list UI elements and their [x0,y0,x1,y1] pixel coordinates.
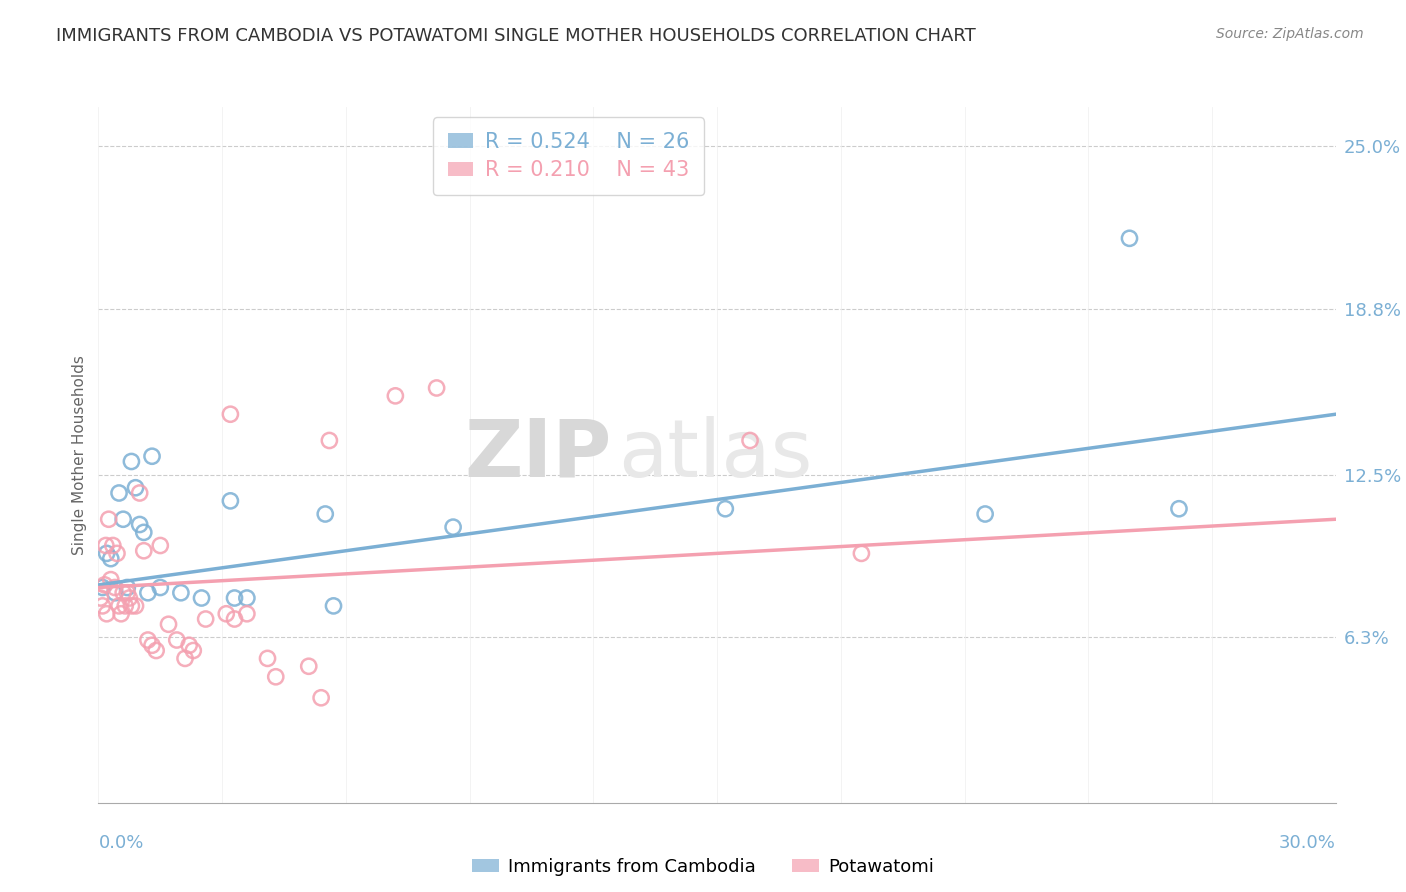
Point [89,591,111,605]
Text: 30.0%: 30.0% [1279,834,1336,852]
Point [194,612,217,626]
Point [128,486,150,500]
Point [174,651,197,665]
Point [441,520,464,534]
Point [101,539,124,553]
Point [145,643,167,657]
Point [96,607,118,621]
Point [256,651,278,665]
Point [100,573,122,587]
Point [974,507,997,521]
Point [157,617,180,632]
Point [132,543,155,558]
Point [100,551,122,566]
Text: ZIP: ZIP [464,416,612,494]
Point [179,638,201,652]
Point [1118,231,1140,245]
Point [215,607,238,621]
Point [94,539,117,553]
Point [166,633,188,648]
Point [318,434,340,448]
Point [105,546,128,560]
Point [309,690,332,705]
Legend: R = 0.524    N = 26, R = 0.210    N = 43: R = 0.524 N = 26, R = 0.210 N = 43 [433,118,704,195]
Point [104,586,127,600]
Point [322,599,344,613]
Point [114,599,136,613]
Point [91,581,114,595]
Y-axis label: Single Mother Households: Single Mother Households [72,355,87,555]
Point [110,607,132,621]
Point [264,670,287,684]
Legend: Immigrants from Cambodia, Potawatomi: Immigrants from Cambodia, Potawatomi [465,851,941,883]
Point [149,539,172,553]
Point [117,581,139,595]
Point [128,517,150,532]
Point [112,586,135,600]
Point [108,486,131,500]
Point [104,581,127,595]
Point [1168,501,1191,516]
Point [136,633,159,648]
Text: IMMIGRANTS FROM CAMBODIA VS POTAWATOMI SINGLE MOTHER HOUSEHOLDS CORRELATION CHAR: IMMIGRANTS FROM CAMBODIA VS POTAWATOMI S… [56,27,976,45]
Point [136,586,159,600]
Point [170,586,193,600]
Point [118,591,141,605]
Point [851,546,873,560]
Point [224,612,246,626]
Text: 0.0%: 0.0% [98,834,143,852]
Point [117,586,139,600]
Point [219,407,242,421]
Text: atlas: atlas [619,416,813,494]
Point [236,607,259,621]
Point [149,581,172,595]
Point [112,512,135,526]
Point [314,507,336,521]
Point [236,591,259,605]
Point [141,638,163,652]
Point [219,494,242,508]
Point [298,659,321,673]
Point [714,501,737,516]
Point [108,599,131,613]
Point [132,525,155,540]
Point [426,381,449,395]
Point [384,389,406,403]
Point [738,434,761,448]
Point [96,546,118,560]
Point [124,599,146,613]
Point [97,512,120,526]
Point [190,591,212,605]
Text: Source: ZipAtlas.com: Source: ZipAtlas.com [1216,27,1364,41]
Point [120,599,142,613]
Point [181,643,204,657]
Point [120,454,142,468]
Point [224,591,246,605]
Point [93,578,115,592]
Point [91,599,114,613]
Point [124,481,146,495]
Point [141,449,163,463]
